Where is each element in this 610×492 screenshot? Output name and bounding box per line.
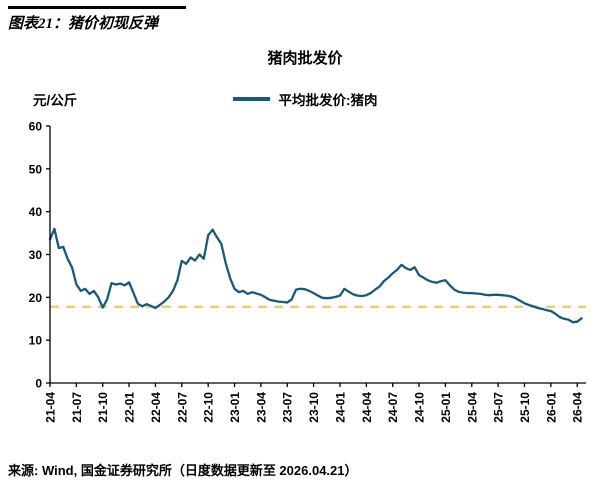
chart-title: 猪肉批发价 <box>267 50 343 67</box>
x-tick-label: 21-04 <box>44 392 58 423</box>
x-tick-label: 22-07 <box>175 392 189 423</box>
x-tick-label: 24-01 <box>333 392 347 423</box>
x-tick-label: 26-01 <box>544 392 558 423</box>
legend: 平均批发价:猪肉 <box>0 89 610 109</box>
x-tick-label: 25-01 <box>439 392 453 423</box>
x-tick-label: 25-04 <box>465 392 479 423</box>
legend-line-swatch <box>232 97 270 101</box>
x-tick-label: 23-04 <box>254 392 268 423</box>
source-text: 来源: Wind, 国金证券研究所（日度数据更新至 2026.04.21） <box>8 463 358 478</box>
axis-lines <box>49 126 586 384</box>
y-tick-label: 30 <box>29 248 43 262</box>
y-tick-label: 20 <box>29 291 43 305</box>
x-tick-label: 23-07 <box>281 392 295 423</box>
figure-caption: 图表21：猪价初现反弹 <box>8 6 187 33</box>
x-tick-label: 25-07 <box>492 392 506 423</box>
data-line <box>48 227 583 324</box>
x-tick-label: 26-04 <box>571 392 585 423</box>
x-tick-label: 25-10 <box>518 392 532 423</box>
x-tick-label: 21-10 <box>96 392 110 423</box>
x-tick-label: 23-10 <box>307 392 321 423</box>
x-tick-label: 21-07 <box>70 392 84 423</box>
x-tick-label: 24-07 <box>386 392 400 423</box>
y-tick-label: 40 <box>29 205 43 219</box>
y-tick-label: 0 <box>35 377 42 391</box>
y-axis-unit-label: 元/公斤 <box>33 93 78 108</box>
y-tick-label: 50 <box>29 162 43 176</box>
y-tick-label: 10 <box>29 334 43 348</box>
plot-svg: 0 10 20 30 40 50 60 21-04 21-07 21-10 22-01 22-04 22… <box>29 120 586 423</box>
x-tick-label: 22-10 <box>202 392 216 423</box>
x-tick-label: 24-10 <box>413 392 427 423</box>
legend-label: 平均批发价:猪肉 <box>278 93 378 108</box>
x-tick-label: 22-04 <box>149 392 163 423</box>
x-tick-label: 23-01 <box>228 392 242 423</box>
y-tick-label: 60 <box>29 120 43 134</box>
x-tick-label: 24-04 <box>360 392 374 423</box>
x-tick-label: 22-01 <box>123 392 137 423</box>
